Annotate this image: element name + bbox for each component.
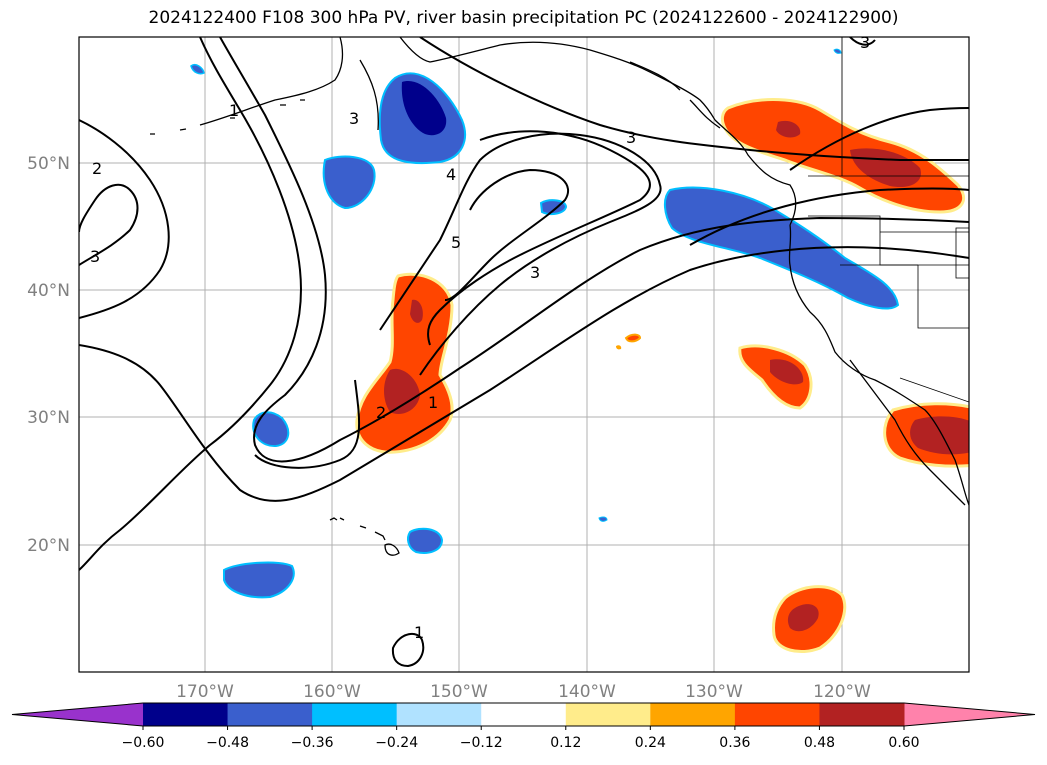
- anomaly-blob-tiny: [598, 516, 608, 522]
- colorbar-segment: [312, 703, 398, 726]
- contour-label: 3: [90, 247, 100, 266]
- contour-label: 2: [376, 403, 386, 422]
- anomaly-blob-hawaii: [407, 527, 444, 554]
- colorbar-segment: [819, 703, 905, 726]
- island-chain-aleutian: [150, 99, 305, 135]
- pv-contour-3-mid: [79, 119, 170, 319]
- map-title: 2024122400 F108 300 hPa PV, river basin …: [148, 8, 899, 28]
- anomaly-core-off-california: [770, 359, 804, 385]
- pv-contour-east-1: [789, 107, 969, 171]
- colorbar-segment: [650, 703, 736, 726]
- anomaly-blob-tiny-2: [833, 48, 842, 54]
- colorbar-tick-label: 0.24: [635, 735, 666, 751]
- latitude-labels: 50°N 40°N 30°N 20°N: [27, 154, 70, 556]
- contour-label: 1: [428, 393, 438, 412]
- coast-alaska: [199, 37, 716, 131]
- coastlines: [150, 37, 969, 667]
- anomaly-blob-central-pac: [355, 272, 454, 454]
- lon-label: 130°W: [685, 682, 743, 702]
- colorbar-segment: [143, 703, 229, 726]
- pv-contour-4: [427, 130, 651, 346]
- colorbar-segment: [565, 703, 651, 726]
- pv-contour-small-south: [391, 632, 425, 668]
- lon-label: 140°W: [558, 682, 616, 702]
- map-frame: [78, 36, 970, 673]
- contour-label: 4: [446, 165, 456, 184]
- contour-label: 2: [92, 159, 102, 178]
- anomaly-core-central-pac-1: [410, 299, 423, 323]
- pv-contour-labels: 1 2 3 3 4 5 3 3 2 1 3 1: [90, 33, 870, 642]
- pv-contour-north-3: [419, 37, 969, 162]
- contour-label: 3: [860, 33, 870, 52]
- anomaly-core-gulf-alaska: [401, 80, 447, 136]
- anomaly-blob-pacific-northwest: [664, 186, 900, 310]
- negative-anomalies: [190, 48, 900, 599]
- lon-label: 170°W: [176, 682, 234, 702]
- contour-label: 1: [414, 623, 424, 642]
- colorbar-segment: [734, 703, 820, 726]
- pv-contour-5: [444, 168, 570, 301]
- lat-label: 30°N: [27, 408, 70, 428]
- colorbar-tick-label: 0.48: [804, 735, 835, 751]
- contour-label: 1: [229, 101, 239, 120]
- coast-us-west: [788, 224, 969, 506]
- gridlines: [79, 37, 969, 672]
- pv-contour-2-west: [219, 37, 969, 463]
- pv-contour-top-right: [849, 37, 876, 46]
- anomaly-blob-north-pac: [322, 155, 376, 210]
- lon-label: 120°W: [813, 682, 871, 702]
- pv-contour-3-inner: [379, 132, 662, 376]
- colorbar-extend-high: [904, 703, 1035, 726]
- anomaly-core-baja: [910, 416, 969, 455]
- anomaly-core-bc-coast-1: [776, 120, 801, 138]
- longitude-labels: 170°W 160°W 150°W 140°W 130°W 120°W: [176, 682, 871, 702]
- colorbar-tick-label: 0.12: [550, 735, 581, 751]
- lat-label: 40°N: [27, 281, 70, 301]
- colorbar-extend-low: [12, 703, 143, 726]
- lat-label: 50°N: [27, 154, 70, 174]
- colorbar-tick-label: −0.12: [460, 735, 503, 751]
- colorbar-tick-label: 0.60: [888, 735, 919, 751]
- lat-label: 20°N: [27, 536, 70, 556]
- islands-hawaii: [329, 517, 400, 556]
- colorbar-tick-label: −0.60: [122, 735, 165, 751]
- pv-contour-1-west: [79, 37, 302, 571]
- colorbar-segment: [227, 703, 313, 726]
- pv-contour-3-left: [79, 183, 139, 266]
- colorbar-segment: [396, 703, 482, 726]
- coast-baja: [849, 359, 966, 506]
- pv-contour-1-outer: [79, 246, 969, 502]
- anomaly-blob-small-2: [190, 63, 205, 75]
- anomaly-blob-tiny-pos: [624, 333, 642, 343]
- pv-contour-2-inner: [254, 379, 361, 469]
- colorbar-tick-label: −0.36: [291, 735, 334, 751]
- colorbar: −0.60 −0.48 −0.36 −0.24 −0.12 0.12 0.24 0.36 0.4…: [11, 702, 1036, 751]
- anomaly-core-central-pac-2: [384, 368, 420, 415]
- lon-label: 150°W: [430, 682, 488, 702]
- political-borders: [808, 37, 969, 403]
- positive-anomalies: [355, 98, 969, 653]
- contour-label: 3: [349, 109, 359, 128]
- coast-bc: [629, 61, 797, 226]
- pv-contours: [79, 37, 969, 668]
- anomaly-core-south-east: [787, 604, 819, 632]
- colorbar-tick-label: 0.36: [719, 735, 750, 751]
- anomaly-blob-south-west: [223, 561, 295, 599]
- lon-label: 160°W: [303, 682, 361, 702]
- colorbar-segment: [481, 703, 567, 726]
- contour-label: 3: [530, 263, 540, 282]
- contour-label: 5: [451, 233, 461, 252]
- colorbar-tick-label: −0.24: [375, 735, 418, 751]
- anomaly-blob-tiny-pos-2: [616, 345, 622, 350]
- contour-label: 3: [626, 128, 636, 147]
- colorbar-tick-label: −0.48: [206, 735, 249, 751]
- pv-contour-east-3: [689, 187, 969, 246]
